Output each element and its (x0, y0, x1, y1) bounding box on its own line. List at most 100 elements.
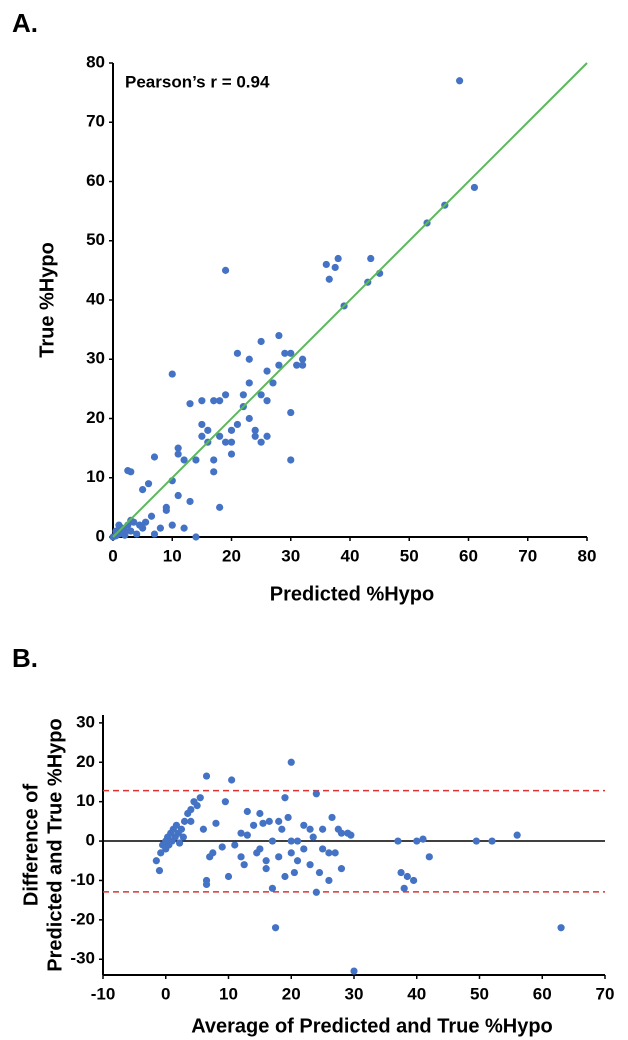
x-tick-label: 0 (108, 546, 117, 565)
point (262, 857, 270, 865)
point (174, 444, 182, 452)
point (300, 821, 308, 829)
x-tick-label: 60 (459, 546, 478, 565)
point (278, 825, 286, 833)
x-tick-label: 10 (163, 546, 182, 565)
x-tick-label: 50 (470, 984, 489, 1003)
point (209, 849, 217, 857)
point (192, 456, 200, 464)
point (269, 379, 277, 387)
point (263, 397, 271, 405)
point (271, 924, 280, 932)
point (139, 486, 147, 494)
point (513, 831, 521, 839)
point (347, 831, 355, 839)
point (233, 420, 242, 429)
point (180, 456, 188, 464)
x-tick-label: 20 (222, 546, 241, 565)
x-tick-label: 40 (407, 984, 426, 1003)
y-tick-label: 20 (76, 752, 95, 771)
point (156, 524, 164, 532)
point (237, 829, 245, 837)
x-tick-label: 70 (518, 546, 537, 565)
point (312, 790, 320, 798)
y-tick-label: 30 (76, 712, 95, 731)
point (245, 379, 253, 387)
point (287, 849, 295, 857)
point (240, 861, 248, 869)
point (199, 825, 207, 833)
y-axis-title: Difference of (20, 784, 42, 907)
point (337, 865, 346, 873)
point (174, 450, 182, 458)
point (180, 817, 189, 825)
point (141, 518, 150, 526)
point (172, 821, 181, 829)
y-tick-label: 50 (86, 230, 105, 249)
point (259, 819, 267, 827)
point (245, 414, 253, 423)
point (127, 527, 135, 535)
point (196, 794, 204, 802)
point (204, 426, 212, 434)
point (186, 497, 194, 506)
y-tick-label: 0 (86, 831, 95, 850)
point (287, 456, 295, 464)
point (192, 533, 200, 541)
point (198, 420, 206, 429)
point (218, 843, 226, 851)
point (397, 868, 405, 877)
point (293, 837, 302, 845)
point (168, 521, 176, 529)
x-tick-label: -10 (91, 984, 116, 1003)
point (210, 468, 218, 476)
point (227, 426, 236, 434)
point (243, 807, 251, 816)
panel-label: B. (12, 643, 38, 673)
point (263, 432, 271, 440)
point (250, 821, 258, 829)
x-tick-label: 30 (281, 546, 300, 565)
y-axis-title: True %Hypo (36, 242, 58, 358)
point (325, 275, 333, 283)
point (281, 872, 289, 881)
point (470, 183, 479, 192)
point (177, 825, 186, 833)
point (179, 833, 187, 841)
point (309, 833, 317, 841)
point (257, 438, 265, 446)
point (221, 266, 230, 274)
point (187, 817, 195, 825)
point (198, 432, 206, 440)
point (306, 861, 314, 869)
point (425, 853, 433, 861)
point (306, 825, 314, 833)
point (152, 857, 160, 865)
point (198, 397, 206, 405)
point (281, 794, 289, 802)
point (115, 521, 123, 529)
point (157, 849, 165, 857)
point (150, 453, 159, 461)
point (221, 438, 230, 446)
point (400, 884, 408, 892)
y-tick-label: -20 (70, 909, 95, 928)
point (251, 432, 259, 440)
point (168, 370, 176, 378)
y-axis-title: Predicted and True %Hypo (44, 718, 66, 971)
point (262, 865, 270, 873)
point (251, 426, 259, 434)
point (133, 530, 141, 538)
point (312, 888, 320, 896)
y-tick-label: 70 (86, 112, 105, 131)
y-tick-label: -10 (70, 870, 95, 889)
point (121, 527, 129, 535)
point (265, 817, 273, 825)
x-tick-label: 0 (161, 984, 170, 1003)
point (216, 432, 224, 440)
point (202, 876, 211, 885)
point (328, 813, 336, 822)
point (263, 367, 271, 375)
y-tick-label: 40 (86, 289, 105, 308)
